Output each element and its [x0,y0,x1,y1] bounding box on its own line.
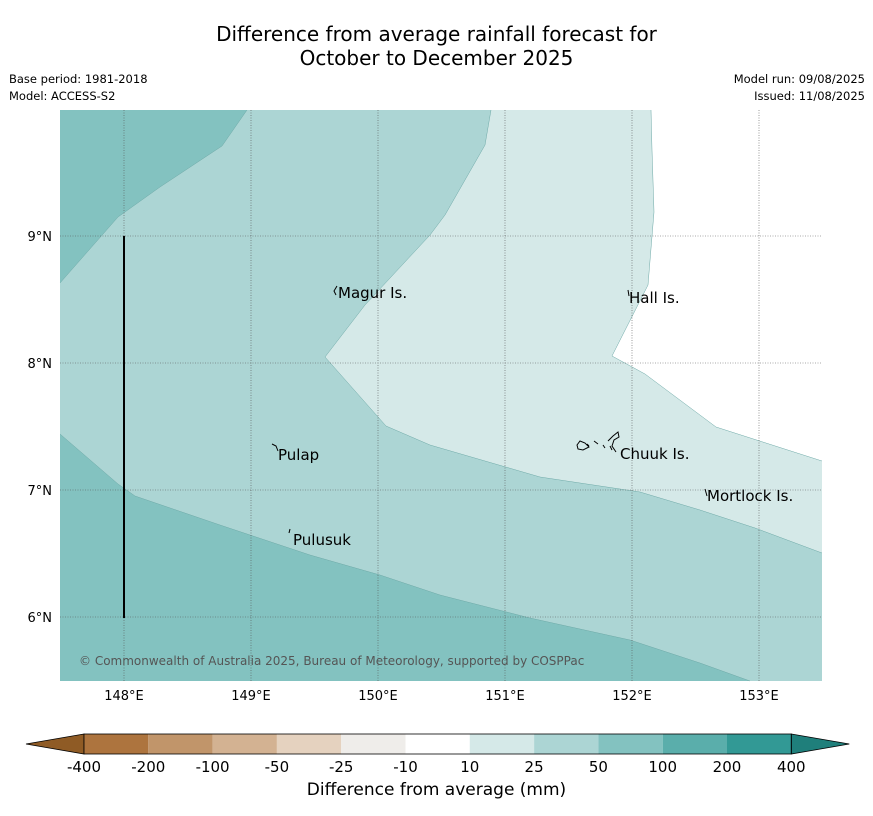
contour-line-south [59,433,751,682]
island-markers [271,285,708,534]
colorbar-tick-label: 100 [648,758,677,776]
model-run-text: Model run: 09/08/2025 [733,72,865,86]
magur-island-shape [333,285,338,296]
chuuk-lagoon-shape [576,431,620,453]
lon-tick-label: 152°E [612,689,652,704]
info-right: Model run: 09/08/2025 Issued: 11/08/2025 [734,71,865,105]
lat-tick-labels: 9°N 8°N 7°N 6°N [28,230,53,626]
colorbar-segment [341,734,406,754]
colorbar-tick-label: 25 [525,758,544,776]
place-label-pulusuk: Pulusuk [293,531,351,549]
lon-tick-label: 148°E [104,689,144,704]
colorbar-segment [662,734,727,754]
colorbar-tick-label: -10 [393,758,418,776]
title-line-2: October to December 2025 [299,46,574,70]
info-left: Base period: 1981-2018 Model: ACCESS-S2 [9,71,148,105]
lon-tick-label: 149°E [231,689,271,704]
contour-line-north [59,109,248,284]
region-50-100-south [60,434,750,681]
lon-tick-label: 153°E [739,689,779,704]
region-below-10 [612,110,822,461]
contour-fill-layer [60,110,822,681]
colorbar-extend-left [25,733,85,755]
mortlock-island-shape [704,488,708,497]
base-period-text: Base period: 1981-2018 [9,72,148,86]
place-label-hall: Hall Is. [629,289,680,307]
contour-lines [59,109,823,682]
colorbar-segment [148,734,213,754]
colorbar-segment [727,734,792,754]
place-labels: Magur Is. Hall Is. Pulap Chuuk Is. Mortl… [278,284,793,549]
place-label-pulap: Pulap [278,446,319,464]
map-title: Difference from average rainfall forecas… [0,22,873,70]
contour-line-east [324,109,823,554]
lon-tick-labels: 148°E 149°E 150°E 151°E 152°E 153°E [104,689,779,704]
title-line-1: Difference from average rainfall forecas… [216,22,657,46]
colorbar-segment [276,734,342,754]
region-10-25 [325,110,822,553]
colorbar-tick-label: 50 [589,758,608,776]
colorbar-tick-label: 400 [777,758,806,776]
lat-tick-label: 8°N [28,357,53,372]
colorbar-segment [469,734,535,754]
model-text: Model: ACCESS-S2 [9,89,116,103]
colorbar-tick-label: -25 [329,758,354,776]
place-label-chuuk: Chuuk Is. [620,445,689,463]
colorbar-outline [83,733,792,755]
pulusuk-island-shape [288,528,291,534]
issued-text: Issued: 11/08/2025 [754,89,865,103]
colorbar-segment [84,734,149,754]
colorbar-tick-label: 10 [460,758,479,776]
colorbar-tick-label: 200 [713,758,742,776]
contour-line-white [611,109,823,462]
lat-tick-label: 7°N [28,484,53,499]
place-label-magur: Magur Is. [338,284,407,302]
hall-island-shape [627,289,630,297]
colorbar-tick-label: -100 [196,758,230,776]
copyright-credit: © Commonwealth of Australia 2025, Bureau… [79,654,584,668]
place-label-mortlock: Mortlock Is. [707,487,793,505]
lon-tick-label: 151°E [485,689,525,704]
colorbar-segment [405,734,470,754]
pulap-island-shape [271,443,279,452]
colorbar-extend-right [790,733,850,755]
region-50-100-north [60,110,247,283]
colorbar-segment [598,734,663,754]
colorbar-tick-label: -50 [265,758,290,776]
colorbar-label: Difference from average (mm) [306,780,567,800]
colorbar-tick-label: -200 [131,758,165,776]
colorbar-segment [212,734,277,754]
colorbar-tick-label: -400 [67,758,101,776]
lat-tick-label: 9°N [28,230,53,245]
colorbar-segment [534,734,599,754]
lon-tick-label: 150°E [358,689,398,704]
colorbar: -400 -200 -100 -50 -25 -10 10 25 50 100 200 400 [25,733,850,776]
lat-tick-label: 6°N [28,611,53,626]
